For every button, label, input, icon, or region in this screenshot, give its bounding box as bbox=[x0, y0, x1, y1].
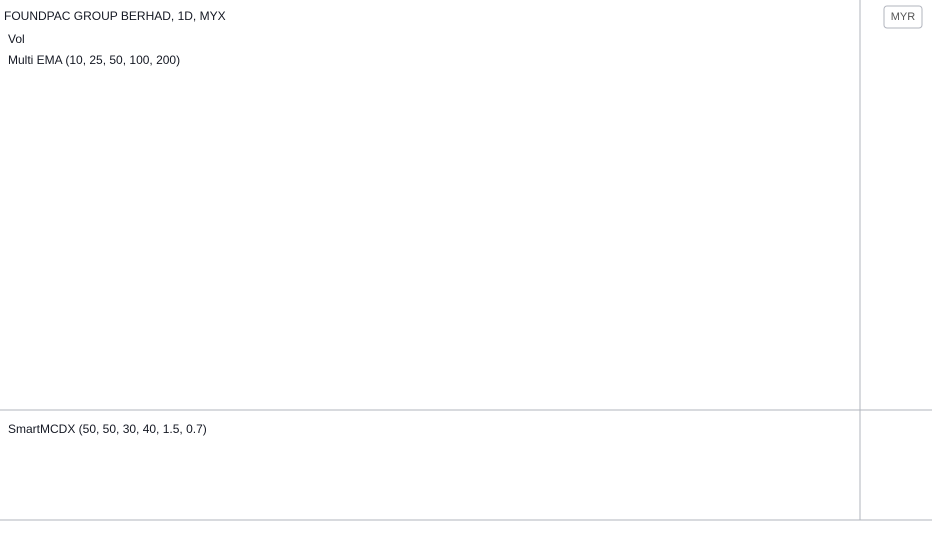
currency-button[interactable] bbox=[883, 5, 923, 29]
volume-label: Vol bbox=[8, 32, 25, 46]
currency[interactable]: MYR bbox=[891, 11, 916, 23]
ema-label: Multi EMA (10, 25, 50, 100, 200) bbox=[8, 53, 180, 67]
mcdx-title: SmartMCDX (50, 50, 30, 40, 1.5, 0.7) bbox=[8, 422, 207, 436]
chart-title: FOUNDPAC GROUP BERHAD, 1D, MYX bbox=[4, 9, 226, 23]
